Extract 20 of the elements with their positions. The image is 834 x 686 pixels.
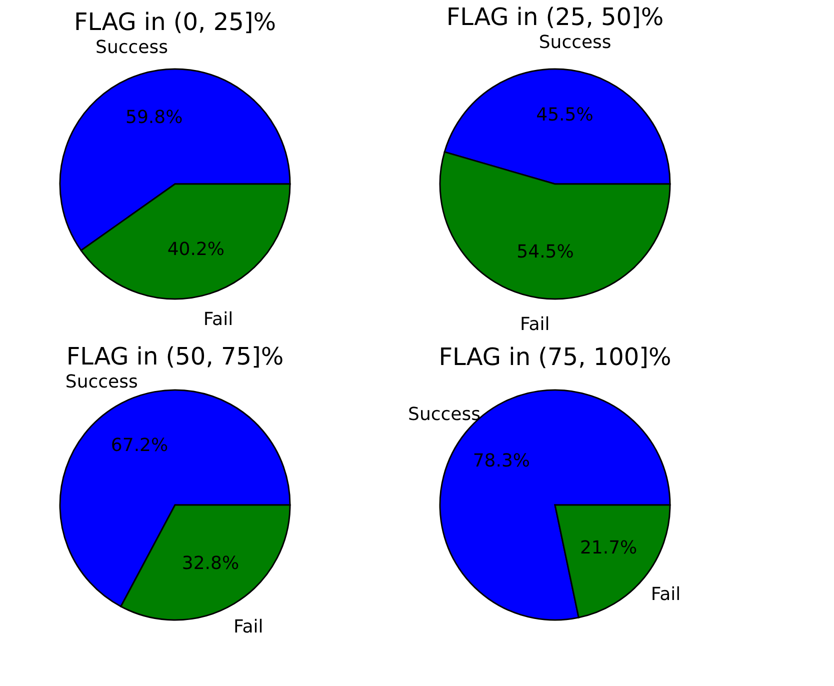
data-label: 21.7% — [580, 537, 638, 558]
data-label: 78.3% — [472, 450, 530, 472]
data-label: 54.5% — [516, 241, 574, 262]
slice-label: Fail — [203, 308, 234, 330]
slice-label: Fail — [520, 314, 550, 336]
slice-label: Success — [96, 37, 168, 58]
chart-title: FLAG in (75, 100]% — [438, 343, 672, 371]
data-label: 32.8% — [182, 553, 240, 574]
slice-label: Success — [538, 32, 612, 53]
chart-title: FLAG in (50, 75]% — [66, 342, 284, 371]
slice-label: Success — [65, 372, 138, 393]
data-label: 45.5% — [536, 104, 594, 126]
data-label: 67.2% — [110, 434, 168, 456]
data-label: 59.8% — [125, 107, 183, 128]
chart-title: FLAG in (25, 50]% — [446, 2, 664, 31]
data-label: 40.2% — [167, 238, 225, 260]
slice-label: Fail — [233, 616, 264, 638]
slice-label: Success — [408, 404, 481, 426]
slice-label: Fail — [650, 584, 681, 605]
chart-title: FLAG in (0, 25]% — [74, 8, 276, 36]
